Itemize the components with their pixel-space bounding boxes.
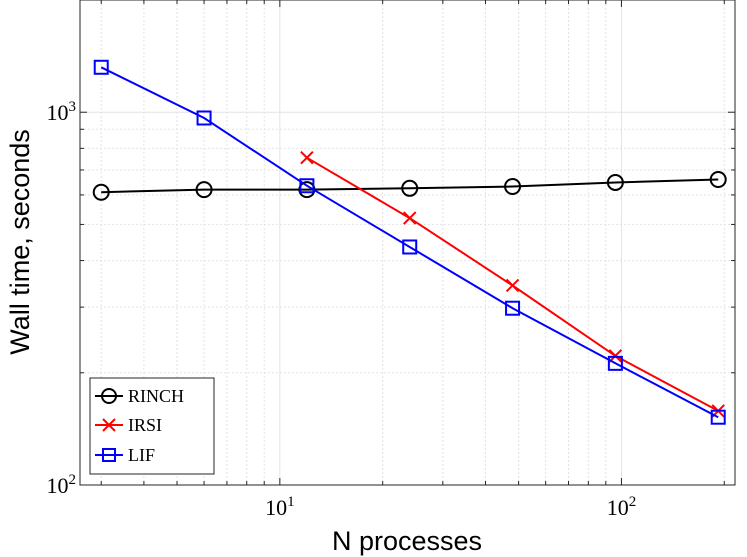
x-tick-label-base: 10 bbox=[607, 495, 629, 520]
x-tick-label: 102 bbox=[607, 494, 637, 520]
y-axis-title: Wall time, seconds bbox=[5, 129, 35, 355]
data-point-irsi bbox=[505, 278, 520, 293]
data-point-rinch bbox=[195, 181, 213, 199]
y-tick-label-base: 10 bbox=[47, 100, 69, 125]
tick-marks bbox=[80, 0, 735, 486]
x-tick-label-base: 10 bbox=[265, 495, 287, 520]
legend-item-rinch: RINCH bbox=[95, 386, 184, 406]
y-tick-label: 103 bbox=[47, 99, 77, 125]
data-point-lif bbox=[402, 239, 418, 255]
legend-label-lif: LIF bbox=[128, 445, 155, 465]
y-tick-label-exponent: 3 bbox=[69, 99, 77, 115]
legend-label-rinch: RINCH bbox=[128, 386, 184, 406]
x-tick-label: 101 bbox=[265, 494, 295, 520]
x-tick-label-exponent: 2 bbox=[629, 494, 637, 510]
data-point-rinch bbox=[709, 170, 727, 188]
data-point-rinch bbox=[606, 173, 624, 191]
data-point-rinch bbox=[92, 183, 110, 201]
x-axis-title: N processes bbox=[332, 526, 482, 556]
grid-lines bbox=[80, 0, 735, 486]
legend-marker-irsi bbox=[102, 418, 116, 432]
data-point-lif bbox=[607, 355, 623, 371]
data-point-irsi bbox=[300, 151, 314, 165]
legend-item-lif: LIF bbox=[95, 445, 155, 465]
data-point-irsi bbox=[403, 211, 417, 225]
data-point-lif bbox=[196, 110, 212, 126]
y-tick-label: 102 bbox=[47, 472, 77, 498]
series-line-rinch bbox=[101, 178, 719, 194]
data-point-lif bbox=[505, 300, 521, 316]
data-point-rinch bbox=[401, 179, 419, 197]
series-layer bbox=[92, 59, 727, 425]
y-tick-label-exponent: 2 bbox=[69, 472, 77, 488]
series-line-lif bbox=[100, 66, 719, 419]
data-point-rinch bbox=[504, 178, 522, 196]
data-point-lif bbox=[710, 409, 726, 425]
legend-marker-rinch bbox=[101, 388, 117, 404]
x-tick-label-exponent: 1 bbox=[287, 494, 295, 510]
y-tick-label-base: 10 bbox=[47, 473, 69, 498]
legend-label-irsi: IRSI bbox=[128, 415, 162, 435]
legend-item-irsi: IRSI bbox=[95, 415, 162, 435]
plot-frame bbox=[79, 0, 736, 486]
legend: RINCH IRSI LIF bbox=[89, 377, 215, 475]
data-point-lif bbox=[93, 59, 109, 75]
data-point-lif bbox=[299, 178, 315, 194]
legend-marker-lif bbox=[102, 448, 116, 462]
